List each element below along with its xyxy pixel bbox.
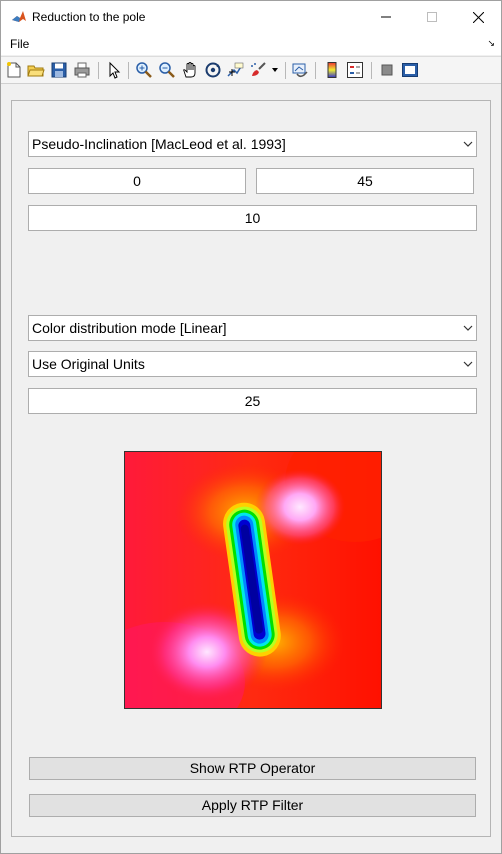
- rotate-3d-icon[interactable]: [204, 61, 222, 79]
- chevron-down-icon: [463, 141, 473, 147]
- toolbar-separator: [98, 62, 99, 79]
- menu-dock-arrow-icon[interactable]: ↘: [487, 38, 495, 48]
- window-title: Reduction to the pole: [32, 10, 146, 24]
- units-select-value: Use Original Units: [32, 356, 145, 372]
- inclination-field[interactable]: 0: [28, 168, 246, 194]
- rtp-method-select[interactable]: Pseudo-Inclination [MacLeod et al. 1993]: [28, 131, 477, 157]
- show-plot-tools-icon[interactable]: [401, 61, 419, 79]
- toolbar-separator: [315, 62, 316, 79]
- toolbar-separator: [128, 62, 129, 79]
- print-icon[interactable]: [73, 61, 91, 79]
- zoom-in-icon[interactable]: [135, 61, 153, 79]
- chevron-down-icon: [463, 361, 473, 367]
- declination-field[interactable]: 45: [256, 168, 474, 194]
- units-select[interactable]: Use Original Units: [28, 351, 477, 377]
- matlab-logo-icon: [11, 9, 27, 25]
- chevron-down-icon: [463, 325, 473, 331]
- new-file-icon[interactable]: [5, 61, 23, 79]
- apply-rtp-filter-button[interactable]: Apply RTP Filter: [29, 794, 476, 817]
- pointer-icon[interactable]: [105, 61, 123, 79]
- pan-hand-icon[interactable]: [181, 61, 199, 79]
- color-mode-select-value: Color distribution mode [Linear]: [32, 320, 227, 336]
- pseudo-inclination-field[interactable]: 10: [28, 205, 477, 231]
- minimize-icon: [381, 16, 391, 18]
- toolbar-separator: [285, 62, 286, 79]
- link-plot-icon[interactable]: [291, 61, 309, 79]
- maximize-button[interactable]: [409, 1, 455, 33]
- rtp-anomaly-preview: [124, 451, 382, 709]
- colorbar-icon[interactable]: [323, 61, 341, 79]
- minimize-button[interactable]: [363, 1, 409, 33]
- menu-file[interactable]: File: [10, 37, 30, 51]
- color-mode-select[interactable]: Color distribution mode [Linear]: [28, 315, 477, 341]
- hide-plot-tools-icon[interactable]: [378, 61, 396, 79]
- toolbar-separator: [371, 62, 372, 79]
- legend-icon[interactable]: [346, 61, 364, 79]
- anomaly-map-image: [125, 452, 381, 708]
- menu-bar: File ↘: [1, 33, 501, 55]
- close-icon: [472, 11, 484, 23]
- save-icon[interactable]: [50, 61, 68, 79]
- close-button[interactable]: [455, 1, 501, 33]
- brush-icon[interactable]: [249, 61, 267, 79]
- open-file-icon[interactable]: [27, 61, 45, 79]
- zoom-out-icon[interactable]: [158, 61, 176, 79]
- show-rtp-operator-button[interactable]: Show RTP Operator: [29, 757, 476, 780]
- brush-dropdown-icon[interactable]: [271, 67, 279, 73]
- figure-toolbar: [1, 56, 501, 84]
- rtp-method-select-value: Pseudo-Inclination [MacLeod et al. 1993]: [32, 136, 286, 152]
- data-cursor-icon[interactable]: [226, 61, 244, 79]
- title-bar: Reduction to the pole: [1, 1, 501, 33]
- maximize-icon: [427, 12, 437, 22]
- color-levels-field[interactable]: 25: [28, 388, 477, 414]
